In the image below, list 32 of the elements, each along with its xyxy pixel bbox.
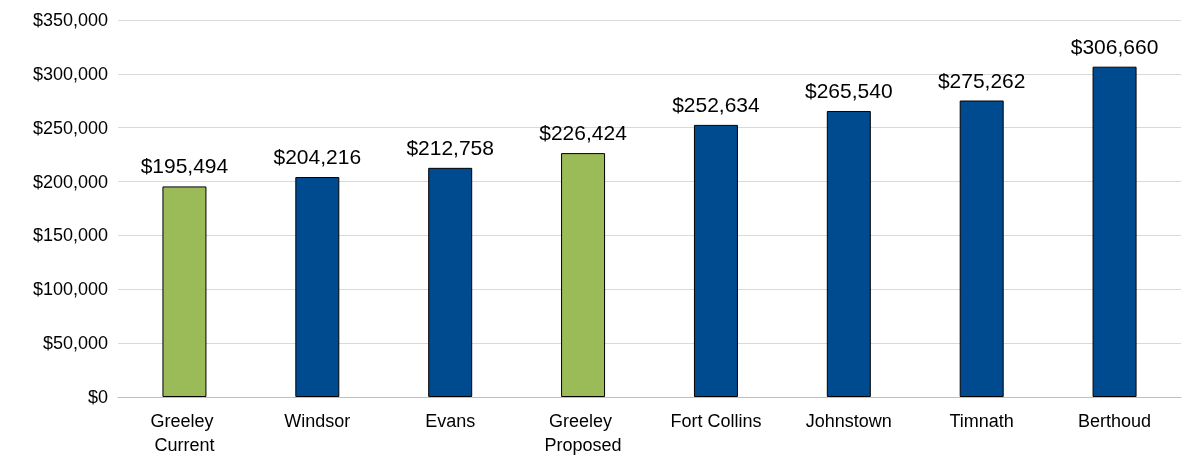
data-label: $306,660 [1070, 34, 1159, 58]
y-tick-label: $300,000 [32, 63, 108, 84]
y-tick-label: $100,000 [32, 279, 108, 300]
bar [693, 124, 738, 397]
data-label: $212,758 [406, 135, 494, 159]
x-tick-label: Berthoud [1078, 411, 1152, 431]
data-label: $204,216 [273, 145, 362, 169]
y-tick-label: $200,000 [32, 171, 108, 192]
bar [428, 167, 473, 397]
bar [959, 100, 1004, 397]
data-label: $275,262 [937, 68, 1026, 92]
x-tick-label: Evans [425, 411, 476, 431]
data-label: $226,424 [539, 121, 628, 145]
x-tick-label: Greeley Proposed [544, 411, 622, 455]
bar [1092, 66, 1137, 397]
x-tick-label: Fort Collins [670, 411, 762, 431]
bar [295, 177, 340, 397]
data-label: $265,540 [805, 78, 893, 102]
x-tick-label: Windsor [284, 411, 351, 431]
x-tick-label: Johnstown [805, 411, 892, 431]
y-tick-label: $350,000 [32, 10, 108, 30]
y-tick-label: $50,000 [42, 333, 108, 354]
bar [561, 153, 606, 397]
data-label: $195,494 [140, 154, 229, 178]
bar [826, 110, 871, 397]
y-tick-label: $250,000 [32, 117, 108, 138]
bar [162, 186, 207, 397]
x-tick-label: Greeley Current [150, 411, 219, 455]
y-tick-label: $0 [87, 387, 108, 407]
y-tick-label: $150,000 [32, 225, 108, 246]
x-tick-label: Timnath [949, 411, 1014, 431]
data-label: $252,634 [672, 92, 761, 116]
